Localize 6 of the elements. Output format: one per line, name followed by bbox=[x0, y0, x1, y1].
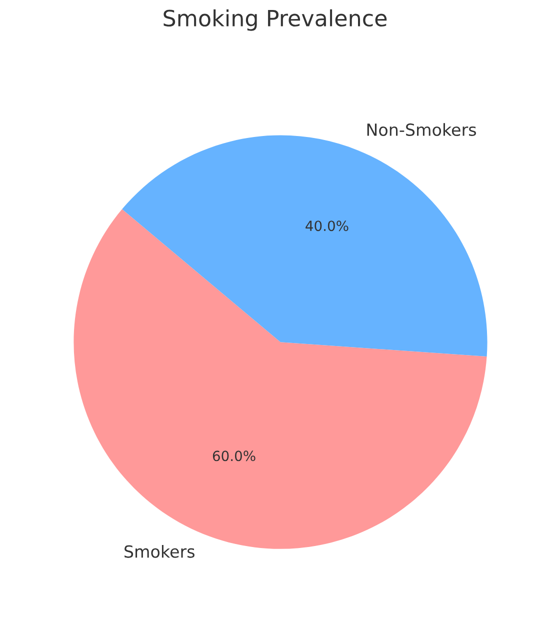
slice-label: Non-Smokers bbox=[367, 123, 476, 136]
chart-title: Smoking Prevalence bbox=[164, 9, 387, 31]
data-label: 40.0% bbox=[306, 220, 348, 232]
slice-label: Smokers bbox=[124, 544, 194, 558]
pie-slice bbox=[122, 135, 488, 357]
data-label: 60.0% bbox=[212, 450, 256, 462]
